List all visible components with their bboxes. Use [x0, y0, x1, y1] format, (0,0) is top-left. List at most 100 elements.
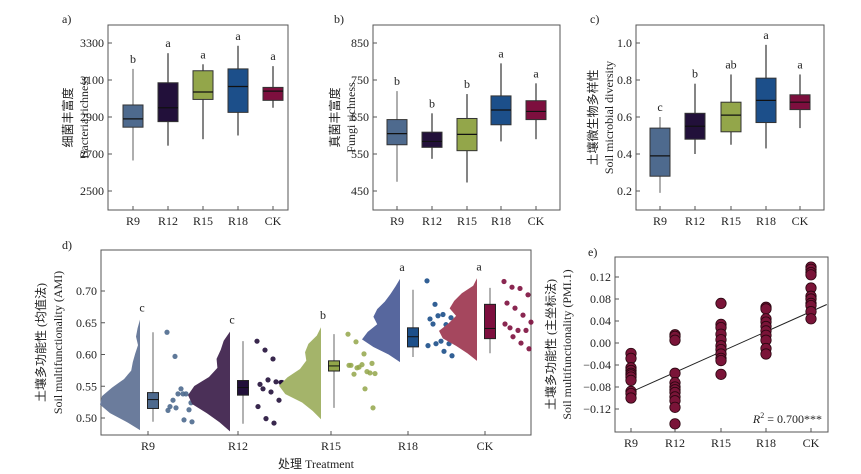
- y-tick-label: 2900: [80, 110, 104, 124]
- x-tick-label: R18: [756, 436, 776, 450]
- x-axis-title: 处理 Treatment: [278, 457, 355, 471]
- panel-label: e): [588, 245, 597, 259]
- data-point: [346, 362, 352, 368]
- data-point: [181, 417, 187, 423]
- box-R18: a: [490, 46, 512, 142]
- data-point: [424, 278, 430, 284]
- x-tick-label: R18: [228, 214, 248, 228]
- r-squared-value: = 0.700***: [764, 412, 822, 426]
- significance-letter: a: [533, 66, 539, 80]
- box-body: [122, 104, 144, 128]
- data-point: [669, 334, 681, 346]
- raincloud-R12: c: [188, 313, 287, 432]
- y-tick-label: 550: [351, 147, 369, 161]
- data-point: [167, 403, 173, 410]
- data-point: [669, 367, 681, 379]
- r-squared-symbol: R: [752, 412, 761, 426]
- box-R12: a: [157, 36, 179, 146]
- data-point: [353, 339, 359, 345]
- x-tick-label: R18: [756, 214, 776, 228]
- data-point: [254, 338, 260, 344]
- data-point: [173, 405, 179, 411]
- plot-frame: [100, 249, 532, 436]
- y-tick-label: 850: [351, 36, 369, 50]
- significance-letter: b: [320, 308, 326, 322]
- significance-letter: a: [797, 57, 803, 71]
- data-point: [433, 341, 439, 347]
- data-point: [715, 297, 727, 309]
- data-point: [370, 405, 376, 411]
- data-point: [268, 389, 274, 395]
- box-CK: a: [789, 57, 811, 129]
- significance-letter: a: [165, 36, 171, 50]
- box-body: [192, 70, 214, 100]
- panel-a: a) 2500 2700 2900 3100 3300 R9 R12 R15 R18 CK 细菌丰富度…: [60, 12, 289, 228]
- y-tick-label: 0.65: [76, 316, 97, 330]
- x-tick-label: CK: [528, 214, 545, 228]
- y-tick-label: 0.4: [617, 147, 632, 161]
- data-point: [271, 420, 277, 426]
- data-point: [172, 353, 178, 360]
- box-CK: a: [525, 66, 547, 140]
- y-axis-label-en: Fungi richness: [344, 82, 358, 153]
- data-point: [432, 301, 438, 307]
- x-tick-label: R12: [228, 439, 248, 453]
- data-point: [515, 327, 521, 333]
- data-point: [504, 300, 510, 306]
- regression-line: [628, 304, 827, 394]
- data-point: [441, 348, 447, 354]
- y-axis-label-en: Soil microbial diversity: [602, 61, 616, 174]
- data-point: [509, 284, 515, 290]
- data-point: [265, 377, 271, 383]
- data-point: [525, 292, 531, 298]
- x-tick-label: R12: [422, 214, 442, 228]
- data-point: [183, 391, 189, 397]
- x-tick-label: R9: [653, 214, 667, 228]
- raincloud-CK: a: [439, 259, 534, 361]
- box-body: [227, 68, 249, 113]
- data-point: [523, 327, 529, 333]
- y-tick-label: 0.12: [590, 270, 611, 284]
- data-point: [760, 303, 772, 315]
- raincloud-R18: a: [362, 260, 457, 363]
- y-axis-label-cn: 细菌丰富度: [60, 87, 75, 147]
- data-point: [669, 418, 681, 430]
- data-point: [625, 352, 637, 364]
- significance-letter: ab: [725, 57, 736, 71]
- y-tick-label: 0.8: [617, 73, 632, 87]
- data-point: [528, 319, 534, 325]
- data-point: [354, 365, 360, 371]
- x-tick-label: R18: [398, 439, 418, 453]
- box-body: [407, 327, 419, 348]
- data-point: [625, 374, 637, 386]
- data-point: [175, 391, 181, 397]
- data-point: [427, 316, 433, 322]
- data-point: [257, 381, 263, 387]
- data-point: [345, 331, 351, 337]
- half-violin: [362, 278, 400, 363]
- y-tick-label: 0.60: [76, 348, 97, 362]
- y-tick-label: 0.08: [590, 292, 611, 306]
- half-violin: [188, 331, 230, 432]
- data-point: [448, 315, 454, 321]
- data-point: [715, 354, 727, 367]
- y-tick-label: 450: [351, 184, 369, 198]
- x-tick-label: R9: [390, 214, 404, 228]
- half-violin: [439, 278, 477, 361]
- y-tick-label: 3100: [80, 73, 104, 87]
- panel-c: c) 0.2 0.4 0.6 0.8 1.0 R9 R12 R15 R18 CK 土壤微生物多样性 So…: [585, 12, 825, 228]
- data-point: [276, 397, 282, 403]
- x-tick-label: R15: [721, 214, 741, 228]
- box-R9: b: [386, 74, 408, 182]
- x-tick-label: R15: [321, 439, 341, 453]
- x-tick-label: CK: [265, 214, 282, 228]
- significance-letter: b: [692, 67, 698, 81]
- data-point: [262, 347, 268, 353]
- y-tick-label: 0.50: [76, 411, 97, 425]
- box-CK: a: [262, 49, 284, 108]
- y-axis-label-cn: 土壤多功能性 (均值法): [33, 283, 48, 402]
- significance-letter: a: [235, 29, 241, 43]
- data-point: [164, 329, 170, 335]
- data-point: [512, 305, 518, 311]
- data-point: [526, 346, 532, 352]
